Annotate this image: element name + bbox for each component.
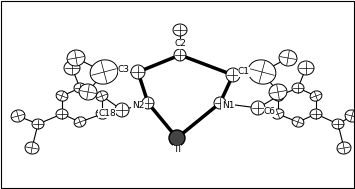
Ellipse shape (214, 97, 226, 109)
Text: C1: C1 (238, 67, 250, 77)
Text: C3: C3 (118, 66, 130, 74)
Ellipse shape (74, 117, 86, 127)
Ellipse shape (173, 24, 187, 36)
Ellipse shape (345, 110, 355, 122)
Ellipse shape (131, 65, 145, 79)
Ellipse shape (248, 60, 276, 84)
Text: C2: C2 (174, 40, 186, 49)
Ellipse shape (310, 109, 322, 119)
Ellipse shape (279, 50, 297, 66)
Ellipse shape (251, 101, 265, 115)
Ellipse shape (64, 61, 80, 75)
Ellipse shape (269, 84, 287, 100)
Ellipse shape (90, 60, 118, 84)
Ellipse shape (25, 142, 39, 154)
Ellipse shape (32, 119, 44, 129)
Ellipse shape (272, 91, 284, 101)
Ellipse shape (174, 49, 186, 61)
Ellipse shape (169, 130, 185, 146)
Ellipse shape (142, 97, 154, 109)
Ellipse shape (292, 117, 304, 127)
Text: C6: C6 (264, 108, 276, 116)
Ellipse shape (56, 109, 68, 119)
Text: N1: N1 (222, 101, 234, 111)
Ellipse shape (332, 119, 344, 129)
Text: Tl: Tl (173, 146, 181, 154)
Ellipse shape (337, 142, 351, 154)
Ellipse shape (298, 61, 314, 75)
Text: C18: C18 (98, 108, 116, 118)
Ellipse shape (226, 68, 240, 82)
Ellipse shape (96, 109, 108, 119)
Ellipse shape (56, 91, 68, 101)
Ellipse shape (115, 103, 129, 117)
Ellipse shape (11, 110, 25, 122)
Ellipse shape (74, 83, 86, 93)
Ellipse shape (292, 83, 304, 93)
Ellipse shape (310, 91, 322, 101)
Text: N2: N2 (132, 101, 144, 111)
Ellipse shape (67, 50, 85, 66)
Ellipse shape (79, 84, 97, 100)
Ellipse shape (96, 91, 108, 101)
Ellipse shape (272, 109, 284, 119)
